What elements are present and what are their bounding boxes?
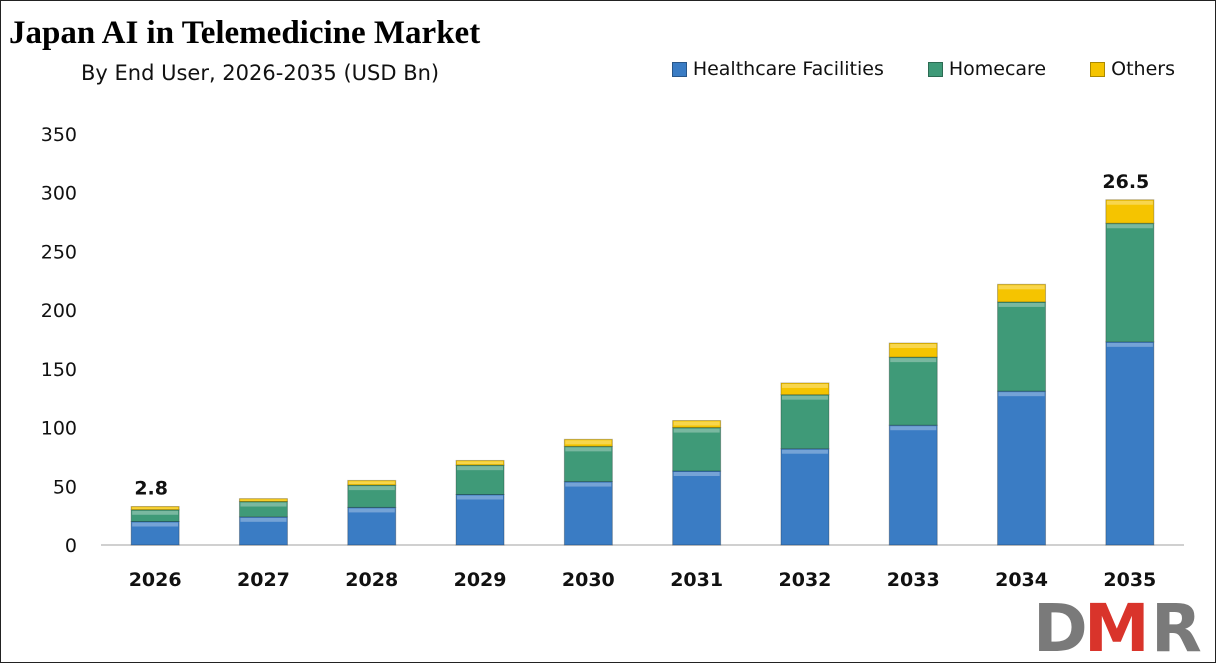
x-tick-label: 2028 [345,569,398,591]
bar-bevel [998,392,1045,397]
bar-bevel [565,440,612,445]
bar-healthcare-facilities [347,506,397,546]
bar-others [563,438,613,447]
bar-others [347,479,397,486]
bar-bevel [998,302,1045,307]
bar-bevel [457,466,504,471]
bar-bevel [348,486,395,491]
bar-others [997,283,1047,303]
bar-homecare [997,301,1047,392]
x-tick-label: 2031 [670,569,723,591]
y-tick-label: 250 [41,241,77,263]
x-tick-label: 2033 [887,569,940,591]
y-tick-label: 200 [41,300,77,322]
bar-others [888,342,938,358]
bar-homecare [780,394,830,450]
bar-bevel [348,481,395,485]
data-label: 2.8 [134,477,168,499]
x-tick-label: 2029 [454,569,507,591]
bar-bevel [132,522,179,527]
legend-swatch [927,61,943,77]
bar-bevel [1106,342,1153,347]
y-tick-label: 350 [41,124,77,146]
legend-swatch [1090,61,1106,77]
bar-bevel [890,344,937,349]
bar-bevel [673,472,720,477]
bar-bevel [998,285,1045,290]
bar-bevel [781,383,828,388]
chart-subtitle: By End User, 2026-2035 (USD Bn) [81,61,440,85]
dmr-logo: DM R [1033,590,1202,662]
bar-bevel [1106,200,1153,205]
bar-homecare [1105,222,1155,343]
y-tick-label: 300 [41,183,77,205]
bar-healthcare-facilities [455,494,505,546]
bar-homecare [563,445,613,483]
y-tick-label: 0 [65,535,77,557]
bar-healthcare-facilities [997,390,1047,546]
bar-healthcare-facilities [1105,341,1155,546]
bar-others [130,505,180,511]
legend-swatch [671,61,687,77]
bar-bevel [240,517,287,522]
bar-bevel [781,449,828,454]
bar-bevel [673,428,720,433]
x-tick-label: 2035 [1103,569,1156,591]
bar-healthcare-facilities [672,470,722,546]
x-tick-label: 2034 [995,569,1048,591]
bar-others [1105,199,1155,224]
y-tick-label: 50 [53,476,77,498]
logo-letter: R [1151,590,1202,662]
legend-item-homecare: Homecare [927,58,1047,80]
bar-others [238,498,288,503]
logo-letter: D [1033,590,1088,662]
bar-bevel [781,395,828,400]
bar-healthcare-facilities [238,516,288,546]
data-label: 26.5 [1102,171,1149,193]
legend-label: Homecare [948,58,1047,80]
bar-bevel [240,502,287,507]
y-tick-label: 100 [41,418,77,440]
bar-healthcare-facilities [563,481,613,546]
bar-bevel [1106,224,1153,229]
legend-label: Healthcare Facilities [692,58,884,80]
logo-letter: M [1084,590,1150,662]
x-tick-label: 2030 [562,569,615,591]
chart-title: Japan AI in Telemedicine Market [9,15,481,51]
legend: Healthcare Facilities Homecare Others [671,58,1175,80]
bar-homecare [672,427,722,472]
x-tick-label: 2027 [237,569,290,591]
legend-label: Others [1111,58,1175,80]
bar-others [780,382,830,396]
y-tick-label: 150 [41,359,77,381]
bar-healthcare-facilities [780,448,830,546]
bar-bevel [457,495,504,500]
bar-bevel [132,507,179,509]
legend-item-others: Others [1090,58,1175,80]
bar-bevel [240,499,287,501]
bar-bevel [673,421,720,426]
bar-bevel [457,461,504,465]
legend-item-healthcare-facilities: Healthcare Facilities [671,58,884,80]
bar-bevel [890,358,937,363]
bar-healthcare-facilities [888,424,938,546]
x-tick-label: 2026 [129,569,182,591]
bar-bevel [132,510,179,515]
bar-homecare [888,356,938,426]
bar-bevel [890,426,937,431]
x-tick-label: 2032 [779,569,832,591]
bar-others [672,420,722,429]
bar-bevel [348,508,395,513]
bar-others [455,459,505,466]
bar-bevel [565,447,612,452]
bar-bevel [565,482,612,487]
